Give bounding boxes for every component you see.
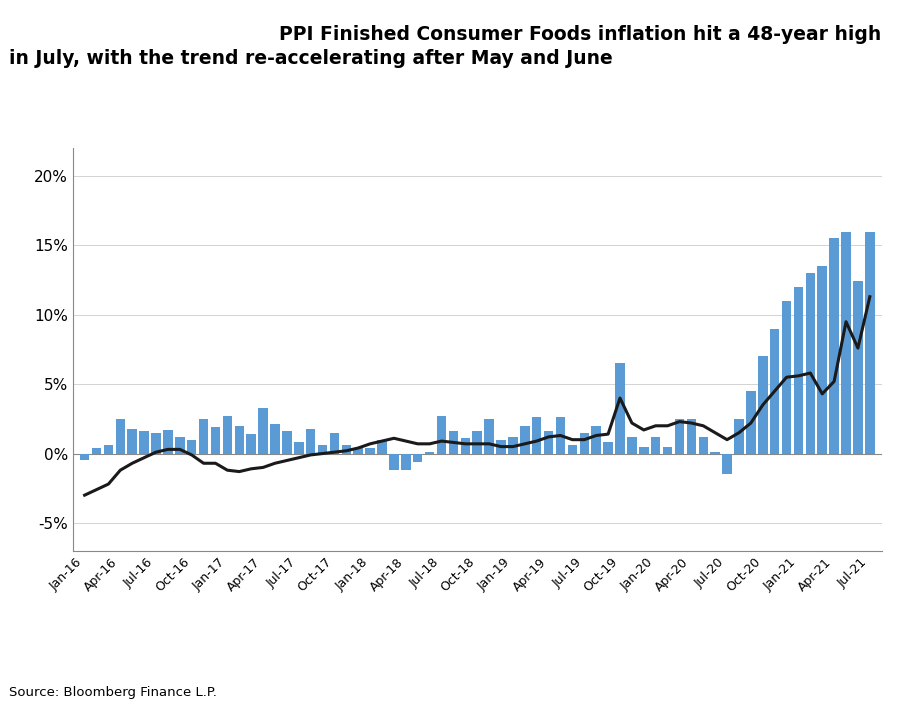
Bar: [330, 433, 339, 453]
Bar: [854, 282, 863, 453]
Bar: [841, 232, 851, 453]
Bar: [199, 419, 208, 453]
Bar: [770, 329, 779, 453]
Bar: [401, 453, 411, 470]
Bar: [389, 453, 399, 470]
Bar: [306, 429, 315, 453]
Bar: [686, 419, 696, 453]
Bar: [377, 440, 387, 453]
Text: in July, with the trend re-accelerating after May and June: in July, with the trend re-accelerating …: [9, 49, 613, 68]
Bar: [782, 301, 792, 453]
Bar: [282, 431, 292, 453]
Bar: [711, 452, 720, 453]
Bar: [496, 440, 505, 453]
Bar: [532, 417, 542, 453]
Bar: [805, 273, 815, 453]
Bar: [592, 426, 601, 453]
Bar: [794, 287, 804, 453]
Bar: [865, 232, 874, 453]
Bar: [436, 416, 446, 453]
Bar: [567, 445, 577, 453]
Bar: [674, 419, 684, 453]
Bar: [342, 445, 351, 453]
Bar: [211, 427, 220, 453]
Bar: [544, 431, 554, 453]
Bar: [627, 437, 636, 453]
Bar: [258, 408, 268, 453]
Bar: [663, 447, 673, 453]
Bar: [425, 452, 435, 453]
Bar: [520, 426, 530, 453]
Bar: [115, 419, 125, 453]
Bar: [151, 433, 161, 453]
Text: PPI Finished Consumer Foods inflation hit a 48-year high: PPI Finished Consumer Foods inflation hi…: [279, 25, 882, 44]
Bar: [139, 431, 149, 453]
Bar: [223, 416, 232, 453]
Bar: [365, 448, 375, 453]
Bar: [270, 424, 280, 453]
Bar: [318, 445, 327, 453]
Bar: [294, 443, 304, 453]
Bar: [246, 434, 256, 453]
Bar: [615, 364, 624, 453]
Bar: [473, 431, 482, 453]
Bar: [829, 239, 839, 453]
Bar: [698, 437, 708, 453]
Bar: [92, 448, 101, 453]
Bar: [104, 445, 113, 453]
Bar: [734, 419, 744, 453]
Bar: [163, 430, 173, 453]
Bar: [746, 391, 755, 453]
Bar: [354, 448, 363, 453]
Bar: [508, 437, 517, 453]
Bar: [555, 417, 565, 453]
Bar: [127, 429, 137, 453]
Bar: [580, 433, 589, 453]
Bar: [80, 453, 89, 460]
Text: Source: Bloomberg Finance L.P.: Source: Bloomberg Finance L.P.: [9, 686, 217, 699]
Bar: [758, 357, 767, 453]
Bar: [175, 437, 185, 453]
Bar: [235, 426, 244, 453]
Bar: [604, 443, 613, 453]
Bar: [413, 453, 423, 462]
Bar: [651, 437, 661, 453]
Bar: [639, 447, 648, 453]
Bar: [484, 419, 494, 453]
Bar: [187, 440, 196, 453]
Bar: [449, 431, 458, 453]
Bar: [723, 453, 732, 474]
Bar: [817, 266, 827, 453]
Bar: [461, 438, 470, 453]
